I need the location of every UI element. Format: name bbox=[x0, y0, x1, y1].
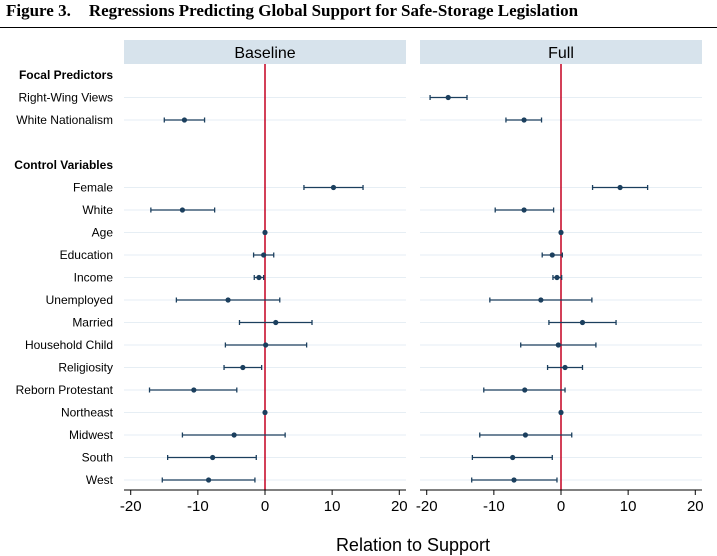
point-baseline-religiosity bbox=[240, 364, 246, 371]
x-tick-label-full-4: 20 bbox=[687, 498, 704, 515]
row-label-female: Female bbox=[73, 181, 113, 195]
point-full-age bbox=[558, 229, 564, 236]
point-full-midwest bbox=[522, 432, 529, 438]
x-tick-label-full-2: 0 bbox=[557, 498, 565, 515]
point-full-west bbox=[511, 477, 517, 483]
section-header-focal-predictors: Focal Predictors bbox=[19, 68, 113, 82]
x-tick-label-baseline-2: 0 bbox=[261, 498, 269, 515]
point-baseline-household-child bbox=[263, 342, 269, 348]
panel-strip-baseline bbox=[124, 40, 406, 64]
row-label-northeast: Northeast bbox=[61, 406, 114, 420]
point-baseline-south bbox=[210, 454, 216, 461]
panel-title-baseline: Baseline bbox=[234, 45, 295, 62]
figure-title-text: Regressions Predicting Global Support fo… bbox=[88, 1, 579, 20]
row-label-age: Age bbox=[92, 226, 114, 240]
point-full-education bbox=[549, 252, 555, 258]
x-tick-label-full-0: -20 bbox=[416, 498, 438, 515]
point-baseline-northeast bbox=[262, 409, 268, 416]
point-full-income bbox=[554, 274, 560, 281]
point-baseline-education bbox=[261, 252, 267, 258]
row-label-education: Education bbox=[60, 248, 113, 262]
point-baseline-white bbox=[179, 207, 186, 213]
point-baseline-age bbox=[262, 229, 268, 236]
point-full-south bbox=[510, 454, 516, 461]
figure-title: Figure 3. Regressions Predicting Global S… bbox=[6, 1, 578, 21]
row-label-household-child: Household Child bbox=[25, 338, 113, 352]
point-baseline-midwest bbox=[231, 432, 237, 438]
x-tick-label-baseline-3: 10 bbox=[324, 498, 341, 515]
x-axis-label: Relation to Support bbox=[336, 535, 490, 555]
row-label-midwest: Midwest bbox=[69, 428, 114, 442]
x-tick-label-baseline-1: -10 bbox=[187, 498, 209, 515]
figure-number: Figure 3. bbox=[6, 1, 71, 20]
row-label-west: West bbox=[86, 473, 114, 487]
panel-title-full: Full bbox=[548, 45, 574, 62]
row-label-income: Income bbox=[74, 271, 114, 285]
point-baseline-married bbox=[273, 319, 279, 326]
x-tick-label-full-3: 10 bbox=[620, 498, 637, 515]
x-tick-label-baseline-0: -20 bbox=[120, 498, 142, 515]
point-full-married bbox=[579, 319, 586, 326]
row-label-reborn-protestant: Reborn Protestant bbox=[16, 383, 114, 397]
row-label-right-wing-views: Right-Wing Views bbox=[19, 91, 113, 105]
row-label-married: Married bbox=[72, 316, 113, 330]
row-label-white-nationalism: White Nationalism bbox=[16, 113, 113, 127]
point-full-northeast bbox=[558, 409, 564, 416]
point-full-unemployed bbox=[538, 297, 544, 303]
point-baseline-west bbox=[206, 477, 212, 483]
title-rule bbox=[0, 27, 717, 28]
point-full-right-wing-views bbox=[445, 94, 451, 101]
point-baseline-white-nationalism bbox=[181, 117, 188, 123]
point-full-reborn-protestant bbox=[522, 387, 528, 393]
row-label-white: White bbox=[82, 203, 113, 217]
point-baseline-unemployed bbox=[225, 297, 231, 303]
x-tick-label-full-1: -10 bbox=[483, 498, 505, 515]
x-tick-label-baseline-4: 20 bbox=[391, 498, 408, 515]
point-full-religiosity bbox=[562, 364, 568, 371]
panel-strip-full bbox=[420, 40, 702, 64]
point-full-household-child bbox=[555, 342, 561, 348]
section-header-control-variables: Control Variables bbox=[14, 158, 113, 172]
point-baseline-female bbox=[330, 184, 337, 191]
point-baseline-reborn-protestant bbox=[191, 387, 197, 393]
row-label-unemployed: Unemployed bbox=[46, 293, 113, 307]
point-baseline-income bbox=[256, 274, 262, 281]
point-full-white-nationalism bbox=[521, 117, 527, 123]
row-label-religiosity: Religiosity bbox=[58, 361, 113, 375]
row-label-south: South bbox=[82, 451, 113, 465]
point-full-female bbox=[617, 184, 623, 191]
point-full-white bbox=[521, 207, 527, 213]
